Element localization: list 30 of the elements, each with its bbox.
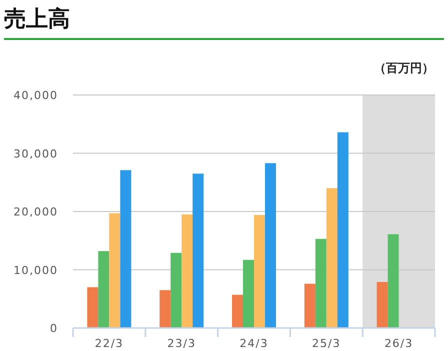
bar	[304, 284, 316, 328]
bar	[87, 287, 98, 328]
y-axis-title: （百万円）	[374, 61, 434, 75]
bar	[192, 174, 204, 328]
x-tick-label: 26/3	[384, 337, 414, 350]
bar	[254, 214, 265, 328]
chart-title: 売上高	[4, 6, 70, 32]
bar	[170, 252, 182, 328]
y-tick-label: 40,000	[14, 89, 58, 102]
bar	[376, 282, 388, 328]
bar	[109, 213, 120, 328]
bar	[337, 132, 348, 328]
x-tick-label: 23/3	[167, 337, 196, 350]
y-tick-label: 0	[50, 322, 58, 335]
bar	[98, 251, 110, 328]
bar	[182, 214, 193, 328]
x-tick-label: 25/3	[312, 337, 341, 350]
bar	[160, 290, 171, 328]
x-tick-label: 22/3	[94, 337, 124, 350]
bar	[232, 294, 243, 328]
y-tick-label: 20,000	[14, 206, 58, 218]
bar	[243, 260, 254, 328]
x-tick-label: 24/3	[240, 337, 268, 350]
bar	[315, 238, 326, 328]
bar	[120, 170, 132, 328]
y-tick-label: 30,000	[14, 147, 58, 160]
bar	[265, 163, 276, 328]
y-tick-label: 10,000	[14, 264, 58, 277]
bar	[326, 188, 338, 328]
bar	[388, 234, 399, 328]
